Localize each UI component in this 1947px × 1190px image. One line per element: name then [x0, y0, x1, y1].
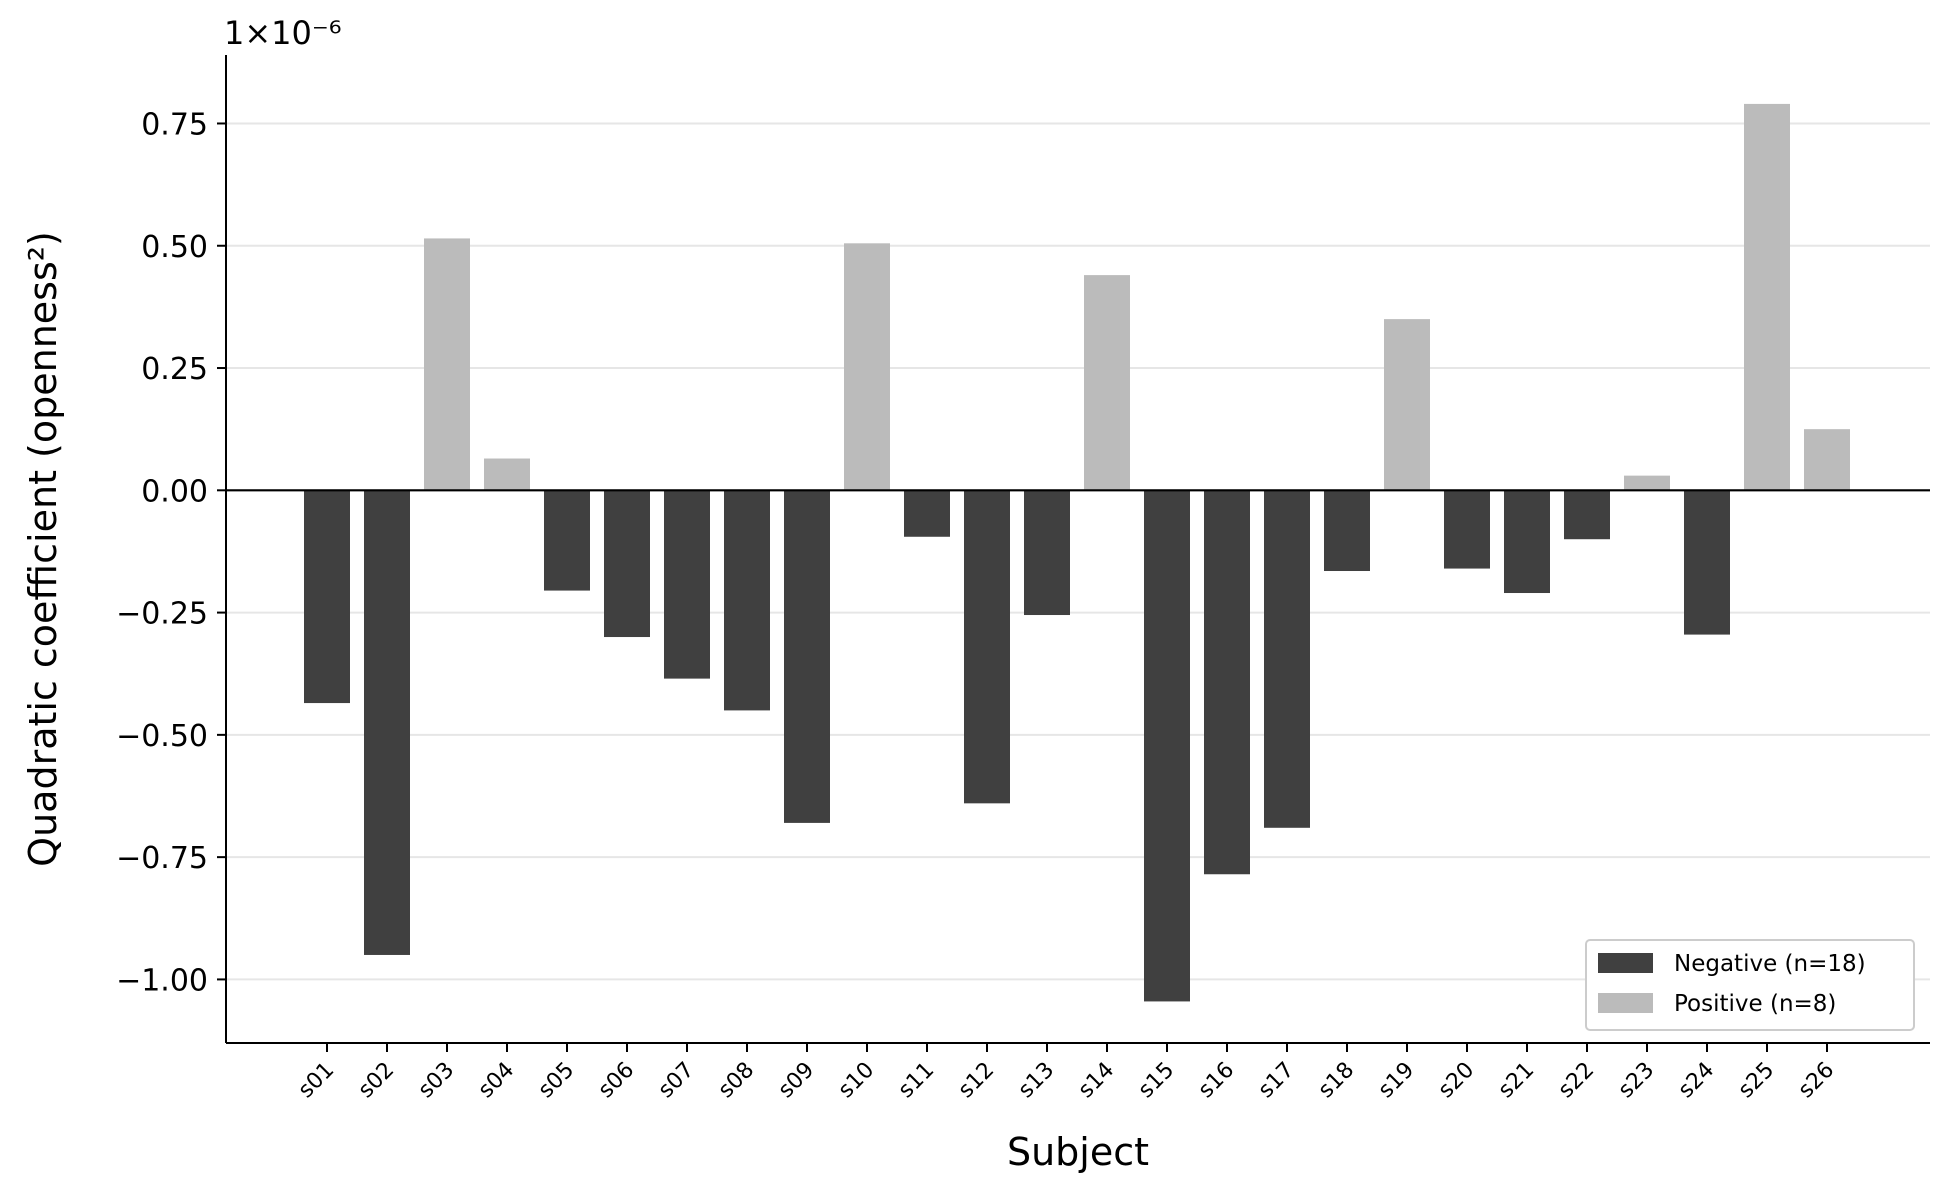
y-tick-label: −1.00: [116, 963, 208, 998]
y-tick-label: −0.75: [116, 841, 208, 876]
x-tick-label: s17: [1254, 1058, 1300, 1104]
bar-s04: [484, 458, 530, 491]
y-tick-label: 0.25: [141, 352, 208, 387]
x-tick-label: s03: [414, 1058, 460, 1104]
bar-s14: [1084, 275, 1130, 491]
x-tick-label: s22: [1554, 1058, 1600, 1104]
bar-s10: [844, 243, 890, 491]
bar-s17: [1264, 490, 1310, 828]
y-tick-label: 0.75: [141, 107, 208, 142]
x-axis-label: Subject: [1007, 1130, 1149, 1174]
bar-s03: [424, 238, 470, 491]
x-tick-label: s19: [1374, 1058, 1420, 1104]
x-tick-label: s05: [534, 1058, 580, 1104]
x-tick-label: s11: [894, 1058, 940, 1104]
bar-s09: [784, 490, 830, 823]
bar-s01: [304, 490, 350, 704]
gridlines: [226, 122, 1930, 981]
x-tick-label: s20: [1434, 1058, 1480, 1104]
scale-multiplier: 1×10⁻⁶: [224, 14, 342, 52]
legend-label-positive: Positive (n=8): [1674, 991, 1836, 1017]
x-tick-label: s21: [1494, 1058, 1540, 1104]
x-tick-label: s16: [1194, 1058, 1240, 1104]
bar-s21: [1504, 490, 1550, 594]
x-tick-label: s02: [354, 1058, 400, 1104]
y-ticks: 0.75 0.50 0.25 0.00 −0.25 −0.50 −0.75 −1.00: [116, 107, 226, 998]
bar-s07: [664, 490, 710, 679]
x-tick-label: s14: [1074, 1058, 1120, 1104]
bar-s25: [1744, 103, 1790, 491]
bar-s23: [1624, 475, 1670, 491]
y-tick-label: −0.25: [116, 597, 208, 632]
x-tick-label: s18: [1314, 1058, 1360, 1104]
bar-s12: [964, 490, 1010, 804]
x-tick-label: s26: [1794, 1058, 1840, 1104]
x-tick-label: s15: [1134, 1058, 1180, 1104]
bar-s05: [544, 490, 590, 591]
bar-s22: [1564, 490, 1610, 540]
bar-s24: [1684, 490, 1730, 635]
legend-label-negative: Negative (n=18): [1674, 951, 1866, 977]
axes: [225, 55, 1930, 1044]
legend-swatch-negative: [1598, 953, 1653, 973]
x-tick-label: s12: [954, 1058, 1000, 1104]
y-tick-label: −0.50: [116, 719, 208, 754]
y-tick-label: 0.00: [141, 474, 208, 509]
bar-s26: [1804, 429, 1850, 491]
bar-s08: [724, 490, 770, 711]
x-tick-label: s04: [474, 1058, 520, 1104]
x-tick-label: s09: [774, 1058, 820, 1104]
x-tick-label: s13: [1014, 1058, 1060, 1104]
bar-s15: [1144, 490, 1190, 1002]
x-tick-label: s25: [1734, 1058, 1780, 1104]
bars: [226, 103, 1930, 1002]
x-tick-label: s01: [294, 1058, 340, 1104]
x-tick-label: s23: [1614, 1058, 1660, 1104]
legend-box: [1585, 939, 1915, 1031]
x-ticks: s01 s02 s03 s04 s05 s06 s07 s08 s09 s10 s11 s12 s13 s…: [294, 1043, 1840, 1104]
bar-s11: [904, 490, 950, 537]
x-tick-label: s07: [654, 1058, 700, 1104]
y-axis-label: Quadratic coefficient (openness²): [21, 231, 65, 867]
bar-s18: [1324, 490, 1370, 572]
bar-s20: [1444, 490, 1490, 569]
x-tick-label: s06: [594, 1058, 640, 1104]
x-tick-label: s10: [834, 1058, 880, 1104]
x-tick-label: s08: [714, 1058, 760, 1104]
bar-s16: [1204, 490, 1250, 875]
legend: Negative (n=18) Positive (n=8): [1585, 939, 1915, 1031]
x-tick-label: s24: [1674, 1058, 1720, 1104]
bar-s06: [604, 490, 650, 638]
bar-s13: [1024, 490, 1070, 616]
bar-s02: [364, 490, 410, 955]
y-tick-label: 0.50: [141, 230, 208, 265]
legend-swatch-positive: [1598, 993, 1653, 1013]
bar-s19: [1384, 319, 1430, 491]
